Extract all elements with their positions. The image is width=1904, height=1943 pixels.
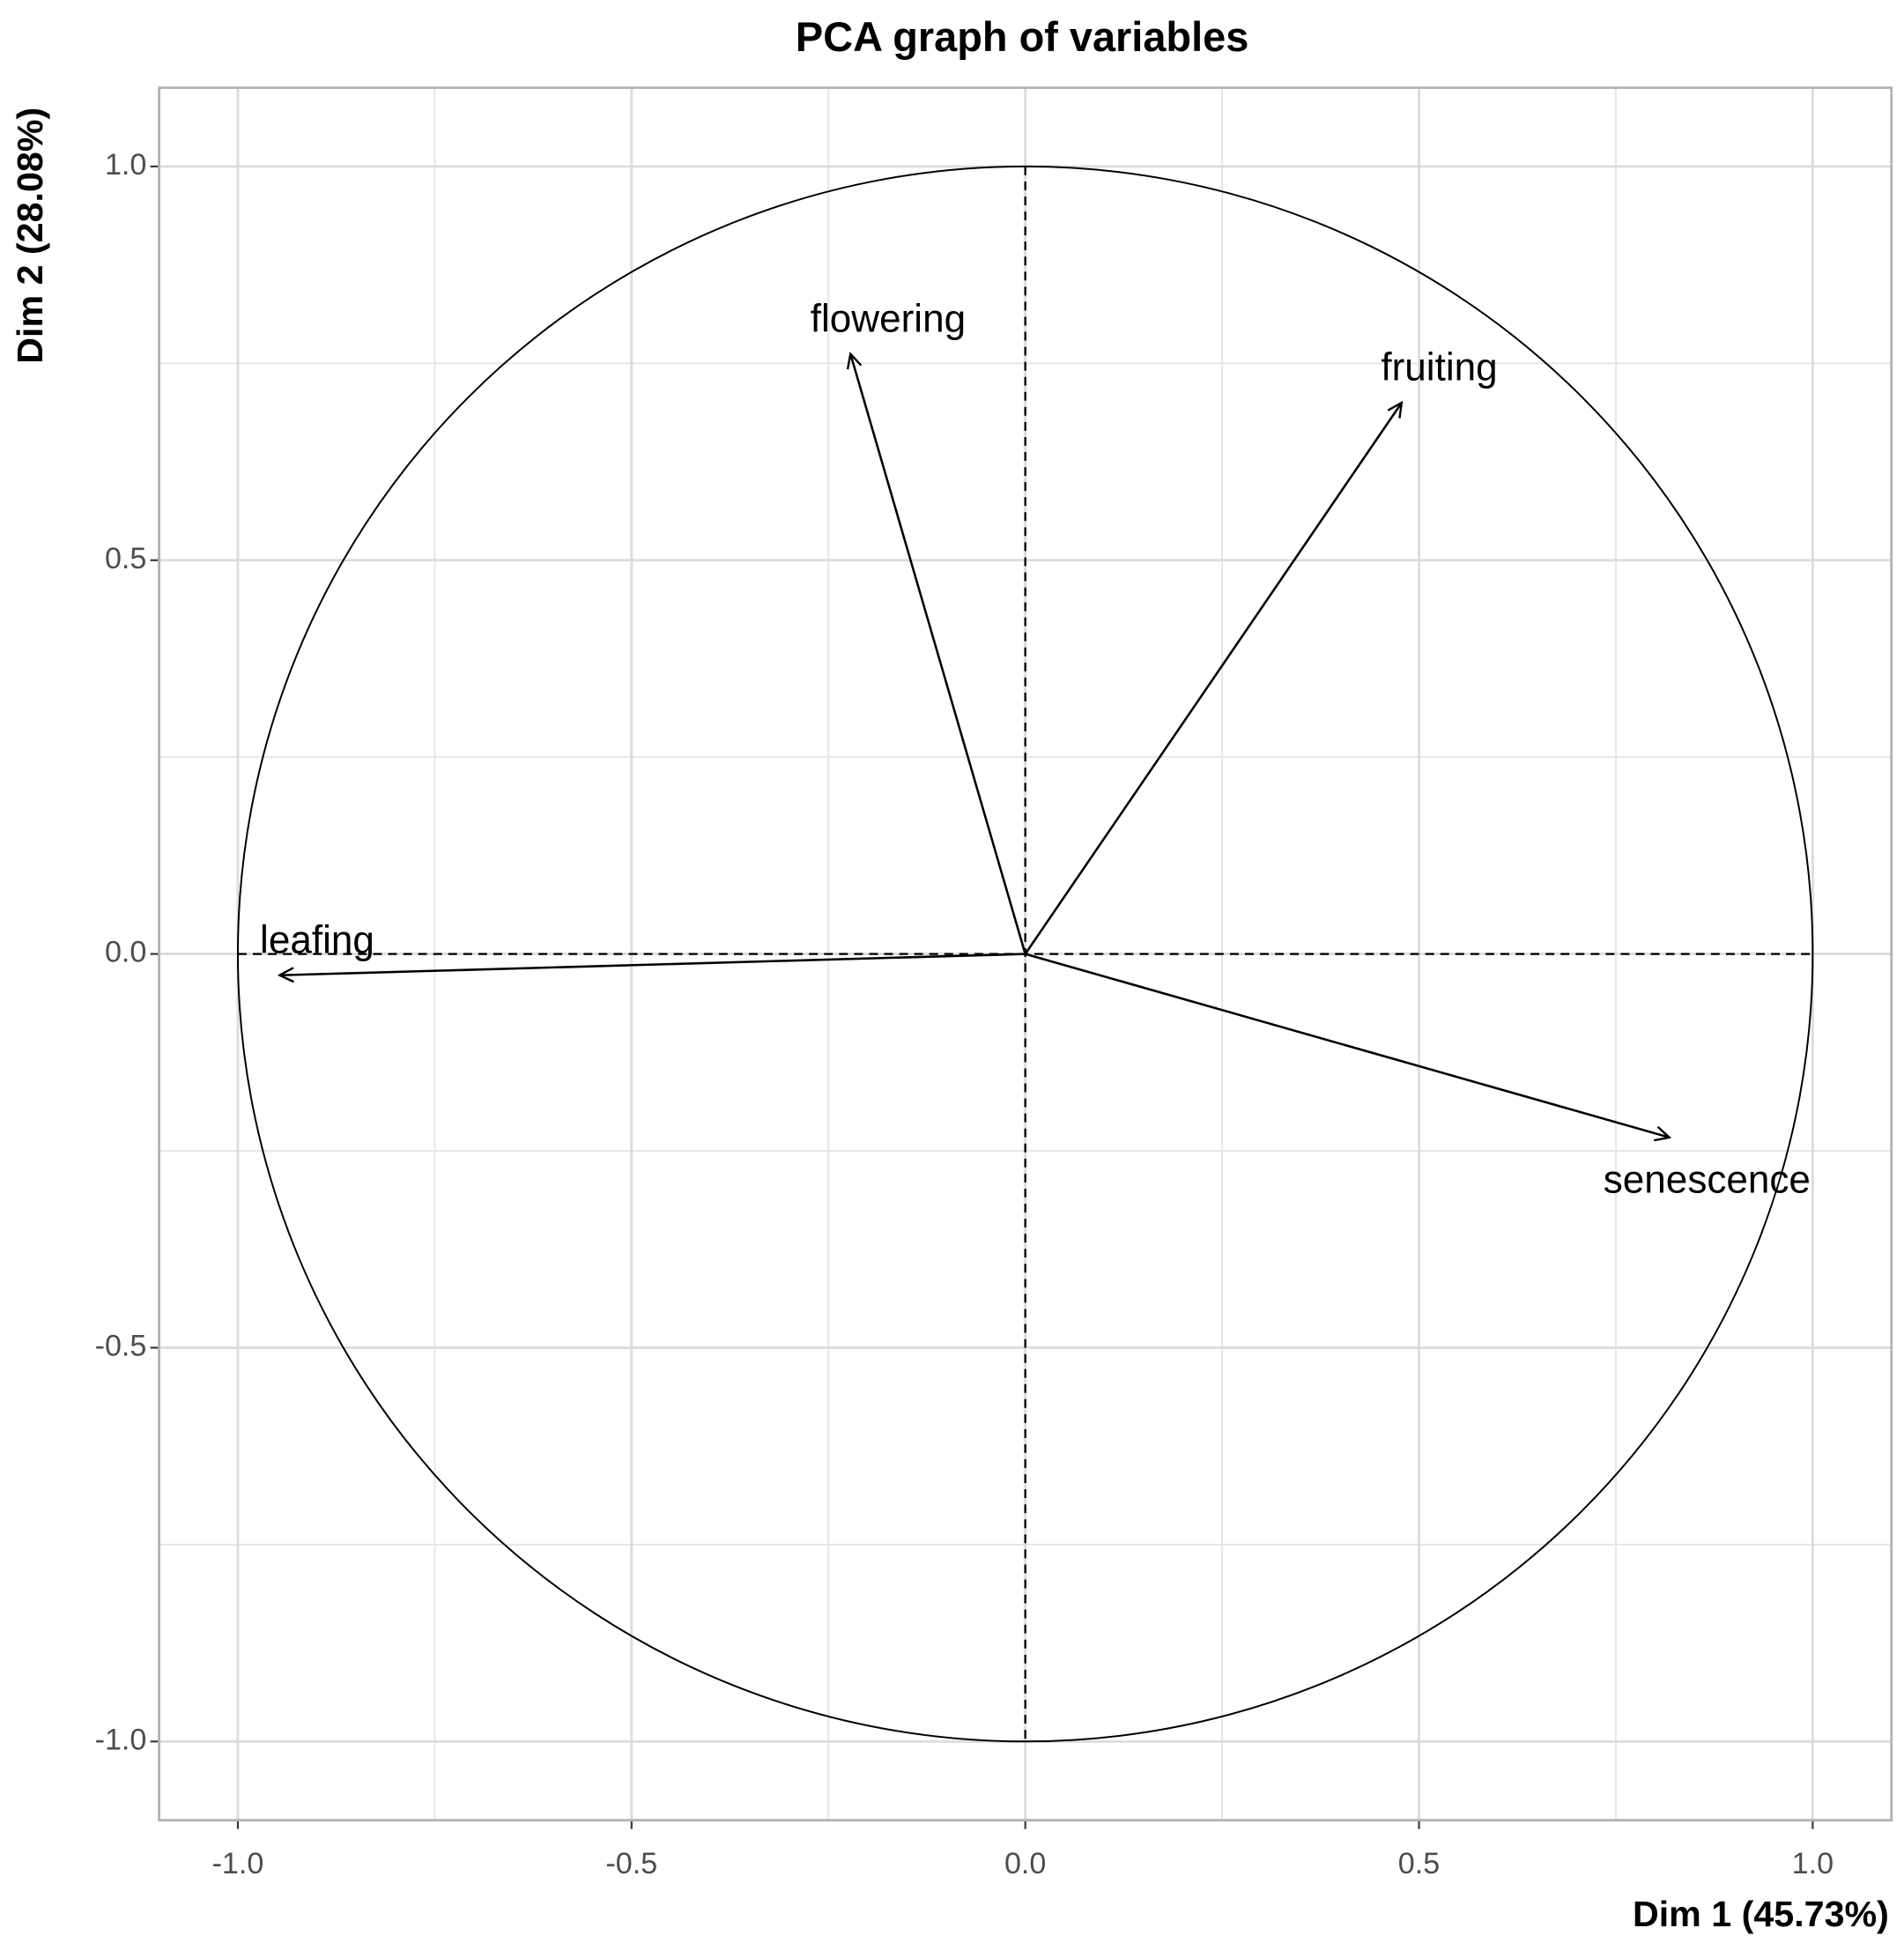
variable-label: leafing [260,918,374,961]
variable-arrow [1024,403,1402,955]
y-tick-label: -0.5 [95,1329,147,1362]
variable-label: fruiting [1381,346,1497,389]
y-tick-label: 0.5 [105,542,146,575]
variable-label: senescence [1604,1159,1811,1202]
x-tick-label: 0.5 [1398,1847,1440,1880]
x-tick-label: 0.0 [1004,1847,1046,1880]
x-tick-label: -1.0 [212,1847,264,1880]
x-tick-label: -0.5 [605,1847,657,1880]
variable-arrow [1025,953,1670,1138]
variable-arrow [279,953,1026,975]
panel-border [158,86,1893,1822]
x-axis-label: Dim 1 (45.73%) [1633,1894,1889,1934]
chart-title: PCA graph of variables [796,14,1248,60]
variable-arrow [850,354,1026,954]
y-tick-label: 1.0 [105,148,146,182]
y-tick-label: -1.0 [95,1723,147,1756]
y-tick-label: 0.0 [105,936,146,969]
x-tick-label: 1.0 [1792,1847,1834,1880]
y-axis-label: Dim 2 (28.08%) [10,108,50,364]
variable-label: flowering [811,297,966,340]
